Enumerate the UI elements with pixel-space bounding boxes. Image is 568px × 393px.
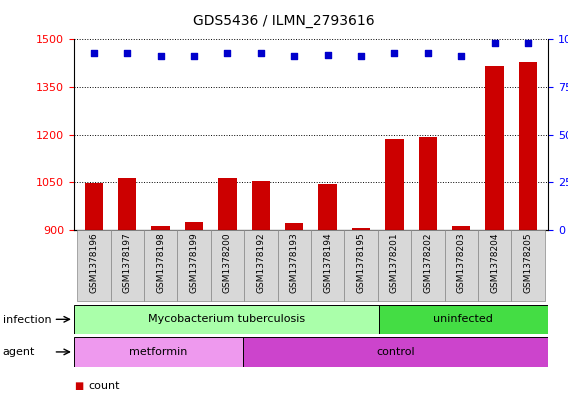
Text: Mycobacterium tuberculosis: Mycobacterium tuberculosis [148, 314, 305, 324]
Bar [419, 137, 437, 393]
Text: GSM1378201: GSM1378201 [390, 232, 399, 293]
Text: GSM1378198: GSM1378198 [156, 232, 165, 293]
Bar [74, 337, 243, 367]
Text: GSM1378194: GSM1378194 [323, 232, 332, 293]
Bar [478, 230, 511, 301]
Point [423, 50, 432, 56]
Bar [85, 183, 103, 393]
Bar [144, 230, 177, 301]
Text: metformin: metformin [130, 347, 187, 357]
Text: GSM1378193: GSM1378193 [290, 232, 299, 293]
Bar [77, 230, 111, 301]
Point [490, 40, 499, 46]
Text: GSM1378202: GSM1378202 [423, 232, 432, 292]
Bar [486, 66, 504, 393]
Bar [378, 230, 411, 301]
Bar [319, 184, 337, 393]
Bar [177, 230, 211, 301]
Text: GSM1378200: GSM1378200 [223, 232, 232, 293]
Text: control: control [377, 347, 415, 357]
Point [89, 50, 98, 56]
Text: GDS5436 / ILMN_2793616: GDS5436 / ILMN_2793616 [193, 14, 375, 28]
Bar [352, 228, 370, 393]
Point [256, 50, 265, 56]
Bar [285, 223, 303, 393]
Bar [311, 230, 344, 301]
Bar [278, 230, 311, 301]
Point [357, 53, 366, 60]
Point [390, 50, 399, 56]
Text: uninfected: uninfected [433, 314, 494, 324]
Bar [152, 226, 170, 393]
Bar [411, 230, 445, 301]
Bar [385, 140, 404, 393]
Text: GSM1378205: GSM1378205 [524, 232, 533, 293]
Text: infection: infection [3, 314, 52, 325]
Bar [244, 230, 278, 301]
Point [524, 40, 533, 46]
Point [457, 53, 466, 60]
Bar [519, 62, 537, 393]
Bar [445, 230, 478, 301]
Bar [111, 230, 144, 301]
Bar [252, 181, 270, 393]
Point [290, 53, 299, 60]
Point [123, 50, 132, 56]
Text: GSM1378195: GSM1378195 [357, 232, 366, 293]
Bar [344, 230, 378, 301]
Bar [74, 305, 379, 334]
Bar [379, 305, 548, 334]
Point [323, 51, 332, 58]
Point [223, 50, 232, 56]
Text: GSM1378199: GSM1378199 [190, 232, 199, 293]
Bar [211, 230, 244, 301]
Text: count: count [88, 381, 119, 391]
Text: GSM1378203: GSM1378203 [457, 232, 466, 293]
Point [156, 53, 165, 60]
Bar [511, 230, 545, 301]
Bar [218, 178, 237, 393]
Text: GSM1378196: GSM1378196 [89, 232, 98, 293]
Text: agent: agent [3, 347, 35, 357]
Bar [185, 222, 203, 393]
Bar [452, 226, 470, 393]
Text: GSM1378204: GSM1378204 [490, 232, 499, 292]
Text: GSM1378197: GSM1378197 [123, 232, 132, 293]
Text: ■: ■ [74, 381, 83, 391]
Bar [118, 178, 136, 393]
Point [190, 53, 199, 60]
Text: GSM1378192: GSM1378192 [256, 232, 265, 293]
Bar [243, 337, 548, 367]
